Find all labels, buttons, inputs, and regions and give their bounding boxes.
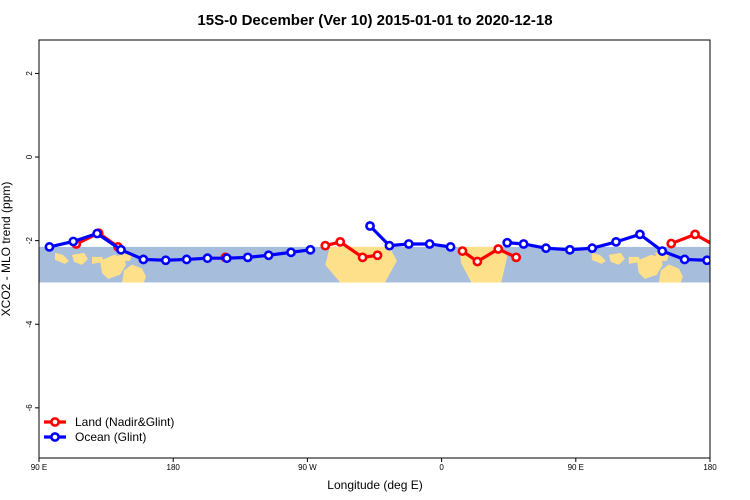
x-axis: 90 E 180 90 W 0 90 E 180: [31, 458, 717, 472]
data-point: [472, 256, 483, 267]
landmass-shape: [658, 264, 683, 283]
series-ocean: [44, 221, 710, 266]
data-point: [365, 221, 375, 231]
data-point: [138, 254, 149, 265]
data-point: [92, 228, 103, 239]
y-axis: 2 0 -2 -4 -6: [25, 71, 39, 412]
data-point: [403, 239, 414, 249]
data-point: [587, 243, 598, 254]
legend-marker: [50, 417, 60, 427]
data-point: [305, 244, 316, 255]
series-line: [507, 232, 708, 262]
data-point: [424, 239, 435, 249]
data-point: [679, 254, 690, 265]
y-tick-label: 0: [25, 154, 34, 159]
landmass-shape: [636, 254, 663, 279]
y-tick-label: -4: [25, 320, 34, 328]
data-point: [181, 254, 192, 265]
data-point: [68, 236, 79, 247]
y-axis-label: XCO2 - MLO trend (ppm): [0, 182, 13, 317]
data-point: [116, 244, 126, 255]
data-point: [457, 246, 468, 256]
data-point: [445, 242, 456, 252]
legend-marker: [50, 432, 60, 442]
landmass-shape: [55, 252, 69, 264]
landmass-shape: [591, 252, 606, 264]
x-tick-label: 0: [439, 463, 444, 472]
landmass-shape: [608, 252, 625, 265]
x-tick-label: 90 E: [31, 463, 47, 472]
data-point: [357, 252, 368, 263]
series-line: [461, 247, 517, 264]
series-layer: [44, 221, 721, 267]
plot-area: [39, 221, 721, 283]
data-point: [372, 250, 383, 261]
x-tick-label: 90 W: [298, 463, 317, 472]
chart-title: 15S-0 December (Ver 10) 2015-01-01 to 20…: [197, 12, 552, 29]
data-point: [502, 237, 513, 248]
legend: Land (Nadir&Glint)Ocean (Glint): [44, 415, 174, 444]
landmass-shape: [122, 264, 146, 283]
legend-label: Land (Nadir&Glint): [75, 415, 174, 429]
data-point: [493, 244, 504, 254]
data-point: [690, 229, 700, 240]
x-tick-label: 90 E: [568, 463, 584, 472]
data-point: [702, 255, 710, 266]
data-point: [384, 240, 395, 251]
data-point: [160, 255, 171, 266]
legend-label: Ocean (Glint): [75, 430, 146, 444]
data-point: [518, 239, 529, 249]
y-tick-label: -6: [25, 404, 34, 412]
data-point: [666, 238, 677, 249]
x-axis-label: Longitude (deg E): [327, 478, 422, 492]
data-point: [714, 243, 721, 250]
data-point: [564, 244, 575, 255]
data-point: [242, 252, 253, 263]
x-tick-label: 180: [167, 463, 181, 472]
data-point: [335, 236, 346, 247]
landmass-shape: [72, 252, 88, 265]
data-point: [263, 250, 274, 261]
series-line: [324, 240, 378, 259]
x-tick-label: 180: [703, 463, 717, 472]
data-point: [44, 242, 55, 252]
data-point: [286, 247, 296, 258]
landmass-south-america: [325, 246, 397, 283]
landmass-asia-australia-2: [591, 250, 683, 283]
y-tick-label: -2: [25, 237, 34, 245]
data-point: [541, 243, 551, 254]
data-point: [611, 236, 621, 247]
data-point: [635, 229, 645, 240]
landmass-shape: [100, 254, 126, 279]
data-point: [511, 252, 522, 263]
data-point: [202, 253, 213, 264]
data-point: [221, 253, 232, 264]
data-point: [657, 246, 668, 256]
plot-frame: [38, 39, 711, 459]
data-point: [320, 240, 331, 251]
y-tick-label: 2: [25, 71, 34, 76]
